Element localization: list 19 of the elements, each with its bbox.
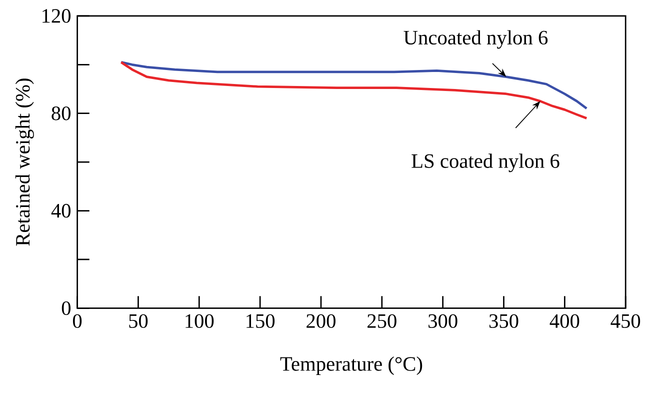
series-label: Uncoated nylon 6 (404, 30, 548, 49)
x-tick-label: 0 (72, 314, 82, 328)
x-tick-label: 300 (428, 314, 458, 328)
x-tick-label: 250 (368, 314, 396, 328)
x-tick-label: 150 (246, 314, 275, 328)
x-tick-label: 200 (306, 314, 336, 328)
x-tick-label: 350 (489, 314, 518, 328)
x-tick-label: 400 (550, 314, 580, 328)
x-tick-label: 100 (186, 314, 214, 328)
y-axis-title: Retained weight (%) (15, 78, 34, 246)
x-tick-label: 450 (610, 314, 640, 328)
y-tick-label: 80 (52, 106, 71, 120)
x-tick-label: 50 (129, 314, 148, 328)
y-tick-label: 120 (42, 9, 71, 23)
line-series (120, 61, 588, 120)
y-tick-label: 0 (62, 301, 71, 316)
y-tick-label: 40 (51, 204, 71, 218)
x-axis-title: Temperature (°C) (280, 356, 422, 376)
text: LS coated nylon 6 (412, 154, 560, 172)
